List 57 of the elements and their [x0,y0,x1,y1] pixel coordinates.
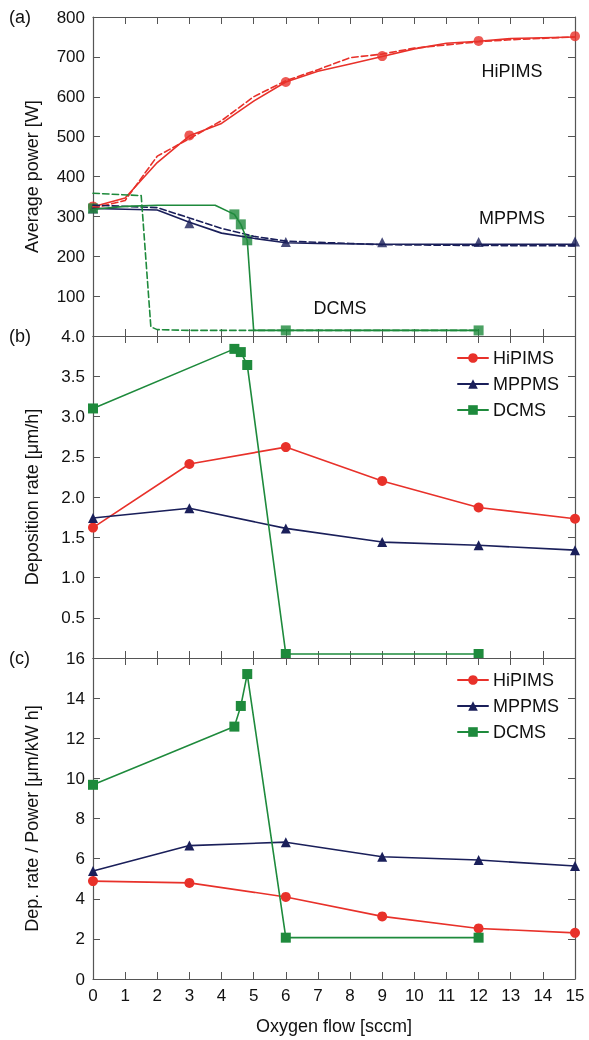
y-tick-label: 2 [75,929,85,949]
y-tick-label: 6 [75,849,85,869]
x-tick-label: 8 [345,986,355,1005]
x-tick-label: 15 [565,986,585,1005]
x-tick-label: 2 [152,986,162,1005]
legend-label: DCMS [492,722,546,742]
annotation: DCMS [313,298,367,318]
x-tick-label: 1 [120,986,130,1005]
x-tick-label: 10 [404,986,424,1005]
x-axis-title: Oxygen flow [sccm] [255,1016,413,1036]
chart-title: (a) [9,7,31,27]
y-tick-label: 1.0 [61,568,85,587]
legend-label: HiPIMS [492,670,555,690]
y-tick-label: 2.0 [61,487,85,507]
y-tick-label: 2.5 [61,447,85,467]
x-tick-label: 11 [437,986,456,1005]
y-tick-label: 4 [75,889,85,909]
y-tick-label: 800 [56,7,85,27]
y-tick-label: 10 [66,768,85,788]
y-tick-label: 0.5 [61,608,85,628]
annotation: HiPIMS [481,61,543,81]
x-tick-label: 13 [501,986,521,1005]
x-tick-label: 9 [377,986,387,1005]
y-tick-label: 100 [56,286,85,306]
x-tick-label: 6 [281,986,291,1005]
y-tick-label: 3.0 [61,407,85,426]
y-tick-label: 3.5 [61,366,85,386]
x-tick-label: 4 [216,986,227,1005]
y-tick-label: 600 [56,87,85,107]
y-axis-title: Dep. rate / Power [μm/kW h] [22,705,42,932]
x-tick-label: 5 [248,986,259,1005]
y-tick-label: 200 [56,246,85,266]
legend-label: DCMS [492,400,546,420]
legend-label: MPPMS [492,696,560,716]
x-tick-label: 7 [313,986,323,1005]
x-tick-label: 3 [184,986,195,1005]
x-tick-label: 14 [533,986,553,1005]
y-axis-title: Average power [W] [22,100,42,253]
y-tick-label: 0 [75,969,85,989]
chart-title: (c) [9,648,30,668]
annotation: MPPMS [478,208,546,228]
y-tick-label: 4.0 [61,326,85,346]
x-tick-label: 12 [469,986,489,1005]
legend-label: MPPMS [492,374,560,394]
y-tick-label: 14 [66,688,85,708]
y-tick-label: 8 [75,809,85,828]
x-tick-label: 0 [88,986,98,1005]
y-tick-label: 400 [56,167,85,186]
y-tick-label: 500 [56,127,85,147]
chart-title: (b) [9,326,31,346]
y-tick-label: 16 [66,648,85,668]
y-tick-label: 1.5 [61,527,85,547]
y-tick-label: 12 [66,728,85,748]
y-tick-label: 300 [56,206,85,226]
y-tick-label: 700 [56,47,85,67]
y-axis-title: Deposition rate [μm/h] [22,408,42,586]
legend-label: HiPIMS [492,348,555,368]
